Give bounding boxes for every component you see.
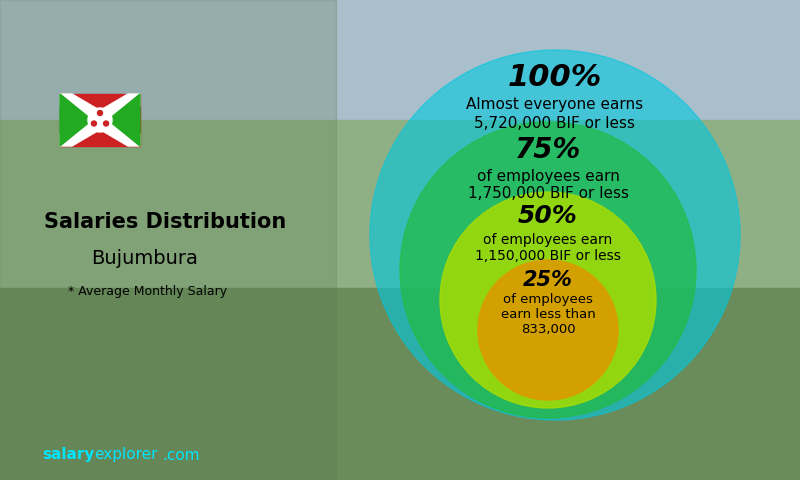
Polygon shape bbox=[60, 94, 140, 146]
Text: of employees earn: of employees earn bbox=[483, 233, 613, 247]
Polygon shape bbox=[60, 94, 92, 146]
Circle shape bbox=[103, 121, 109, 126]
Text: 1,150,000 BIF or less: 1,150,000 BIF or less bbox=[475, 249, 621, 263]
Circle shape bbox=[440, 192, 656, 408]
Text: explorer: explorer bbox=[94, 447, 158, 463]
Bar bbox=[0, 0, 336, 480]
Text: * Average Monthly Salary: * Average Monthly Salary bbox=[69, 286, 227, 299]
Text: 833,000: 833,000 bbox=[521, 324, 575, 336]
Bar bbox=[60, 94, 140, 146]
Polygon shape bbox=[108, 94, 140, 146]
Text: .com: .com bbox=[162, 447, 200, 463]
Circle shape bbox=[98, 110, 102, 116]
Text: of employees: of employees bbox=[503, 293, 593, 307]
Text: 1,750,000 BIF or less: 1,750,000 BIF or less bbox=[467, 185, 629, 201]
Text: 25%: 25% bbox=[523, 270, 573, 290]
Circle shape bbox=[370, 50, 740, 420]
Text: 50%: 50% bbox=[518, 204, 578, 228]
Bar bbox=[0, 288, 800, 480]
Text: earn less than: earn less than bbox=[501, 309, 595, 322]
Text: 100%: 100% bbox=[508, 63, 602, 93]
Text: 5,720,000 BIF or less: 5,720,000 BIF or less bbox=[474, 116, 635, 131]
Text: of employees earn: of employees earn bbox=[477, 168, 619, 183]
Polygon shape bbox=[60, 94, 140, 146]
Circle shape bbox=[91, 121, 97, 126]
Bar bbox=[0, 0, 800, 182]
Circle shape bbox=[400, 122, 696, 418]
Text: 75%: 75% bbox=[515, 136, 581, 164]
Text: Bujumbura: Bujumbura bbox=[91, 249, 198, 267]
Bar bbox=[0, 120, 800, 336]
Circle shape bbox=[88, 108, 112, 132]
Circle shape bbox=[478, 260, 618, 400]
Text: salary: salary bbox=[42, 447, 94, 463]
Text: Salaries Distribution: Salaries Distribution bbox=[44, 212, 286, 232]
Text: Almost everyone earns: Almost everyone earns bbox=[466, 97, 643, 112]
